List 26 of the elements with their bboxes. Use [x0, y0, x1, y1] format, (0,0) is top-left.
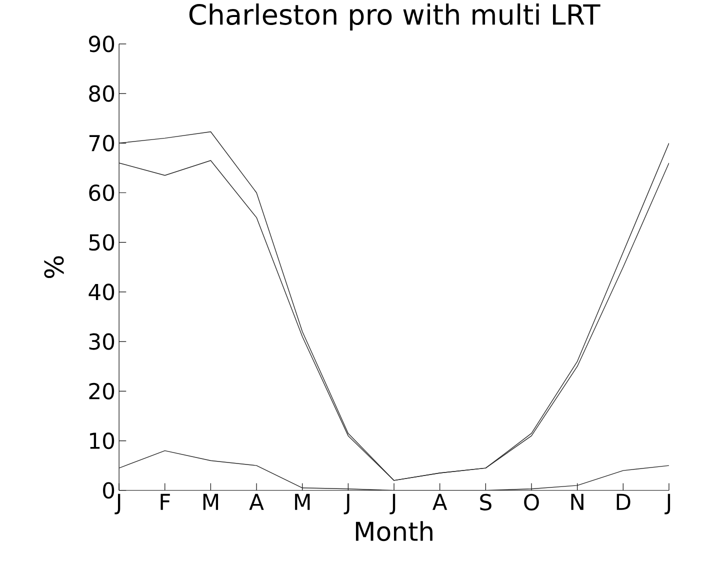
x-tick-label: N [571, 494, 584, 510]
x-tick-label: J [344, 494, 350, 514]
x-tick-label: M [295, 494, 310, 510]
x-axis-title: Month [356, 521, 432, 542]
y-tick-label: 70 [89, 134, 114, 152]
chart-title: Charleston pro with multi LRT [189, 3, 600, 30]
y-tick-label: 80 [89, 85, 114, 102]
y-tick-label: 40 [88, 284, 114, 300]
x-tick-label: J [390, 494, 396, 514]
y-tick-label: 20 [89, 382, 114, 400]
x-tick-label: A [249, 494, 264, 510]
y-tick-label: 30 [89, 333, 114, 350]
y-tick-label: 10 [90, 432, 114, 450]
y-tick-label: 0 [103, 482, 114, 499]
x-tick-label: M [203, 494, 218, 510]
x-tick-label: J [114, 494, 120, 514]
y-tick-label: 60 [89, 184, 114, 202]
x-tick-label: D [616, 494, 630, 510]
y-axis-title: % [44, 256, 64, 278]
x-tick-label: F [160, 494, 170, 510]
x-tick-label: O [524, 494, 539, 510]
y-tick-label: 50 [89, 234, 114, 251]
y-tick-label: 90 [89, 36, 114, 52]
x-tick-label: A [432, 494, 448, 510]
x-tick-label: J [664, 494, 670, 514]
x-tick-label: S [480, 494, 492, 510]
